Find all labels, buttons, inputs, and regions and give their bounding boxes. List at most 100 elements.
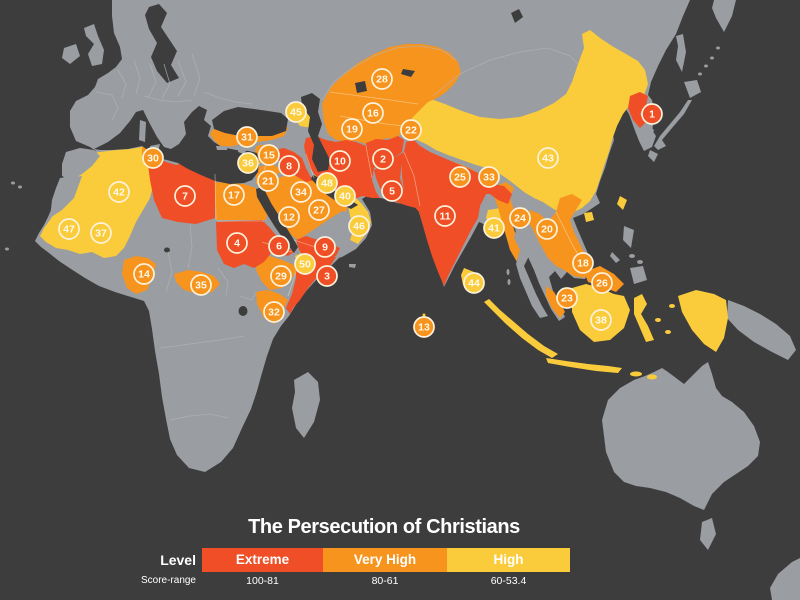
crete [216,146,228,150]
country-marker-11: 11 [434,205,456,227]
region-maldives [422,313,426,317]
region-sulawesi [634,294,654,342]
svg-text:13: 13 [418,322,430,334]
country-marker-28: 28 [371,68,393,90]
legend-score-very_high: 80-61 [371,575,399,587]
country-marker-13: 13 [413,316,435,338]
country-marker-15: 15 [258,144,280,166]
country-marker-12: 12 [278,206,300,228]
country-marker-16: 16 [362,102,384,124]
country-marker-10: 10 [329,150,351,172]
svg-text:37: 37 [95,228,107,240]
svg-text:12: 12 [283,212,295,224]
svg-text:1: 1 [649,109,655,121]
honshu [654,100,692,150]
legend-level-label: Level [160,552,196,568]
palawan [610,252,620,263]
region-hainan [584,212,594,222]
country-marker-36: 36 [237,152,259,174]
country-marker-41: 41 [483,217,505,239]
country-marker-3: 3 [316,265,338,287]
lake-balkhash [401,69,415,77]
aral-sea [355,81,367,93]
country-marker-34: 34 [290,181,312,203]
caspian-sea [301,93,330,172]
region-java [546,358,622,373]
hokkaido [684,80,701,98]
svg-text:22: 22 [405,125,417,137]
country-marker-26: 26 [591,272,613,294]
svg-text:50: 50 [299,259,311,271]
islands [5,0,796,438]
svg-text:5: 5 [389,186,395,198]
country-marker-32: 32 [263,301,285,323]
kyushu [648,150,658,162]
region-malaysia-peninsula [546,286,565,318]
country-marker-42: 42 [108,181,130,203]
svg-text:41: 41 [488,223,500,235]
country-marker-23: 23 [556,287,578,309]
svg-text:17: 17 [228,190,240,202]
region-thailand [514,222,548,318]
country-marker-35: 35 [190,274,212,296]
country-marker-20: 20 [536,218,558,240]
legend-segment-extreme: Extreme [202,548,323,572]
region-uae [330,200,348,212]
svg-text:32: 32 [268,307,280,319]
svg-text:9: 9 [322,242,328,254]
region-taiwan [617,196,627,210]
svg-text:10: 10 [334,156,346,168]
country-marker-21: 21 [257,170,279,192]
svg-text:45: 45 [290,107,302,119]
corsica-sardinia [139,120,146,142]
region-south-korea [640,124,654,142]
socotra [349,264,356,268]
country-marker-6: 6 [268,235,290,257]
lake-victoria [238,306,248,316]
country-marker-47: 47 [58,218,80,240]
region-papua [678,290,728,352]
country-marker-33: 33 [478,166,500,188]
country-marker-43: 43 [537,147,559,169]
svg-text:43: 43 [542,153,554,165]
country-marker-2: 2 [372,148,394,170]
country-markers: 1234567891011121314151617181920212223242… [58,68,663,338]
mindanao [630,266,647,284]
svg-text:44: 44 [468,278,480,290]
svg-text:28: 28 [376,74,388,86]
country-marker-5: 5 [381,180,403,202]
ireland [62,44,80,64]
sakhalin [676,34,686,72]
country-marker-18: 18 [572,252,594,274]
svg-text:18: 18 [577,258,589,270]
mediterranean-sea [94,106,259,184]
kamchatka [712,0,736,32]
svg-text:36: 36 [242,158,254,170]
svg-text:6: 6 [276,241,282,253]
country-marker-38: 38 [590,309,612,331]
lake-chad [164,247,170,253]
svg-text:15: 15 [263,150,275,162]
legend-bar: Extreme Very High High [202,548,570,572]
png [727,300,796,360]
region-sumatra [484,299,558,358]
svg-text:25: 25 [454,172,466,184]
svg-text:2: 2 [380,154,386,166]
svg-text:47: 47 [63,224,75,236]
country-marker-14: 14 [133,263,155,285]
region-morocco [62,148,100,180]
svg-text:29: 29 [275,271,287,283]
country-marker-7: 7 [174,185,196,207]
country-marker-37: 37 [90,222,112,244]
svg-text:33: 33 [483,172,495,184]
svg-text:20: 20 [541,224,553,236]
legend-score-label: Score-range [140,575,196,586]
svg-text:34: 34 [295,187,307,199]
country-marker-1: 1 [641,103,663,125]
madagascar [292,372,320,438]
country-marker-8: 8 [278,155,300,177]
country-marker-44: 44 [463,272,485,294]
svg-text:35: 35 [195,280,207,292]
svg-text:46: 46 [353,221,365,233]
